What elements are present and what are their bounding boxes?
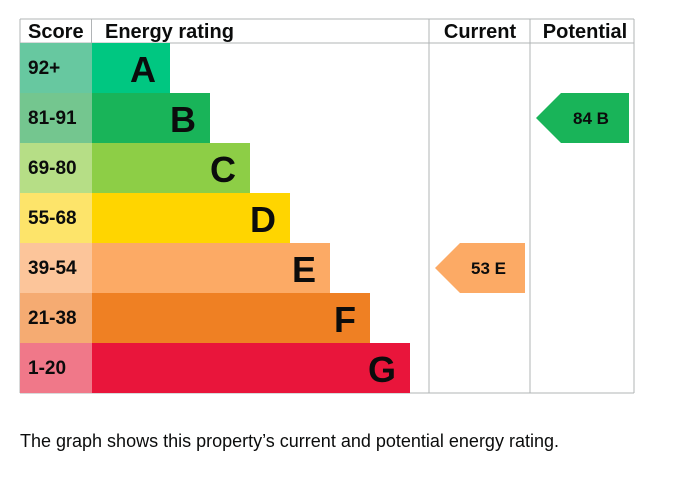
- band-letter: D: [250, 199, 276, 240]
- band-score-range: 55-68: [28, 208, 77, 229]
- band-bar: [92, 193, 290, 243]
- band-letter: B: [170, 99, 196, 140]
- chart-caption: The graph shows this property’s current …: [20, 431, 559, 451]
- band-letter: C: [210, 149, 236, 190]
- band-bar: [92, 243, 330, 293]
- band-score-range: 1-20: [28, 358, 66, 379]
- band-bar: [92, 43, 170, 93]
- band-b: 81-91 B: [20, 93, 210, 143]
- band-score-range: 81-91: [28, 108, 77, 129]
- potential-rating-arrow-label: 84 B: [573, 109, 609, 128]
- band-bar: [92, 143, 250, 193]
- rating-arrows: 53 E 84 B: [435, 93, 629, 293]
- band-score-range: 69-80: [28, 158, 77, 179]
- band-d: 55-68 D: [20, 193, 290, 243]
- potential-rating-arrow: 84 B: [536, 93, 629, 143]
- band-bar: [92, 343, 410, 393]
- band-c: 69-80 C: [20, 143, 250, 193]
- current-rating-arrow: 53 E: [435, 243, 525, 293]
- band-score-range: 39-54: [28, 258, 77, 279]
- header-potential: Potential: [543, 21, 627, 43]
- band-letter: G: [368, 349, 396, 390]
- band-bar: [92, 93, 210, 143]
- rating-bands: 92+ A 81-91 B 69-80 C 55-68 D 39-54 E 21-38 F 1-20 G: [20, 43, 410, 393]
- current-rating-arrow-label: 53 E: [471, 259, 506, 278]
- band-score-cell: [20, 343, 92, 393]
- band-score-cell: [20, 93, 92, 143]
- chart-headers: Score Energy rating Current Potential: [28, 21, 627, 43]
- band-e: 39-54 E: [20, 243, 330, 293]
- band-score-range: 92+: [28, 58, 60, 79]
- header-energy-rating: Energy rating: [105, 21, 234, 43]
- band-score-cell: [20, 43, 92, 93]
- band-letter: E: [292, 249, 316, 290]
- band-f: 21-38 F: [20, 293, 370, 343]
- band-letter: F: [334, 299, 356, 340]
- band-score-range: 21-38: [28, 308, 77, 329]
- current-rating-arrow-shape: [435, 243, 525, 293]
- epc-chart: Score Energy rating Current Potential 92…: [19, 18, 635, 394]
- band-score-cell: [20, 243, 92, 293]
- band-score-cell: [20, 143, 92, 193]
- band-g: 1-20 G: [20, 343, 410, 393]
- band-letter: A: [130, 49, 156, 90]
- potential-rating-arrow-shape: [536, 93, 629, 143]
- band-score-cell: [20, 293, 92, 343]
- band-score-cell: [20, 193, 92, 243]
- band-a: 92+ A: [20, 43, 170, 93]
- band-bar: [92, 293, 370, 343]
- header-score: Score: [28, 21, 84, 43]
- header-current: Current: [444, 21, 517, 43]
